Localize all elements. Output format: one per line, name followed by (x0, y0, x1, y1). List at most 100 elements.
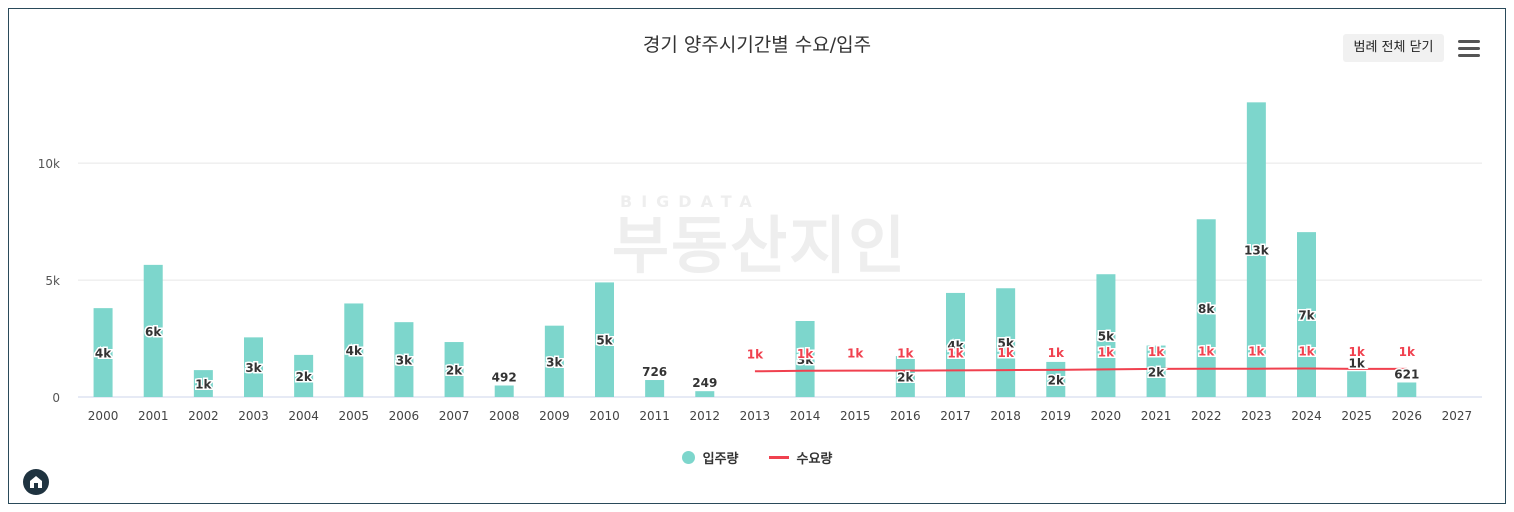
x-tick-label: 2014 (790, 409, 821, 423)
line-data-label: 1k (747, 347, 764, 361)
line-data-label: 1k (1148, 345, 1165, 359)
x-tick-label: 2000 (88, 409, 119, 423)
bar-data-label: 13k (1244, 244, 1270, 258)
line-data-label: 1k (1248, 345, 1265, 359)
bar (595, 282, 614, 397)
x-tick-label: 2010 (589, 409, 620, 423)
line-data-label: 1k (1348, 345, 1365, 359)
bar (394, 322, 414, 397)
bar (193, 370, 213, 397)
x-tick-label: 2008 (489, 409, 520, 423)
bar-data-label: 3k (546, 355, 563, 369)
bar-data-label: 5k (596, 334, 613, 348)
line-data-label: 1k (947, 346, 964, 360)
x-tick-label: 2007 (439, 409, 470, 423)
y-tick-label: 5k (45, 274, 60, 288)
x-tick-label: 2024 (1291, 409, 1322, 423)
bar (1297, 232, 1316, 397)
bar (695, 391, 715, 397)
legend-toggle-button[interactable]: 범례 전체 닫기 (1343, 34, 1444, 62)
x-tick-label: 2016 (890, 409, 921, 423)
legend-label-demand: 수요량 (796, 452, 833, 467)
bar-data-label: 1k (1348, 356, 1365, 370)
home-logo-icon[interactable] (23, 469, 49, 495)
bar (444, 342, 464, 397)
legend-item-supply[interactable]: 입주량 (681, 448, 739, 467)
bar (93, 308, 113, 397)
bar-data-label: 249 (692, 376, 717, 390)
bar-data-label: 4k (947, 339, 964, 353)
line-data-label: 1k (997, 346, 1014, 360)
line-data-label: 1k (1098, 345, 1115, 359)
x-tick-label: 2005 (339, 409, 370, 423)
chart-legend: 입주량 수요량 (0, 448, 1514, 467)
line-data-label: 1k (1048, 346, 1065, 360)
line-data-label: 1k (847, 347, 864, 361)
line-data-label: 1k (1298, 344, 1315, 358)
legend-label-supply: 입주량 (702, 452, 739, 467)
bar (1246, 102, 1266, 397)
x-tick-label: 2019 (1041, 409, 1072, 423)
bar-data-label: 726 (642, 365, 667, 379)
x-tick-label: 2017 (940, 409, 971, 423)
bar (1397, 382, 1417, 397)
x-tick-label: 2018 (990, 409, 1021, 423)
x-tick-label: 2002 (188, 409, 219, 423)
bar-data-label: 2k (295, 370, 312, 384)
x-tick-label: 2009 (539, 409, 570, 423)
demand-line (754, 367, 1407, 373)
bar-data-label: 5k (997, 337, 1014, 351)
bar-data-label: 7k (1298, 309, 1315, 323)
bar (1146, 345, 1166, 397)
bar-data-label: 4k (346, 344, 363, 358)
bar-data-label: 2k (897, 371, 914, 385)
x-tick-label: 2023 (1241, 409, 1272, 423)
bar (1347, 371, 1367, 397)
line-data-label: 1k (1399, 345, 1416, 359)
bar-data-label: 5k (1098, 330, 1115, 344)
x-tick-label: 2026 (1392, 409, 1423, 423)
bar (344, 303, 364, 397)
bar-data-label: 2k (446, 364, 463, 378)
hamburger-menu-icon[interactable] (1458, 40, 1480, 58)
bar-data-label: 3k (797, 353, 814, 367)
bar (143, 264, 163, 397)
line-data-label: 1k (797, 347, 814, 361)
x-tick-label: 2011 (639, 409, 670, 423)
x-tick-label: 2025 (1341, 409, 1372, 423)
bar-data-label: 4k (95, 347, 112, 361)
x-tick-label: 2006 (389, 409, 420, 423)
bar-data-label: 2k (1148, 365, 1165, 379)
bar-data-label: 1k (195, 378, 212, 392)
x-tick-label: 2004 (288, 409, 319, 423)
bar-data-label: 621 (1394, 367, 1419, 381)
bar-data-label: 8k (1198, 302, 1215, 316)
bar-data-label: 6k (145, 325, 162, 339)
x-tick-label: 2027 (1442, 409, 1473, 423)
x-tick-label: 2021 (1141, 409, 1172, 423)
legend-dot-icon (681, 451, 695, 464)
bar-data-label: 492 (492, 370, 517, 384)
bar-data-label: 2k (1048, 373, 1065, 387)
bar (645, 380, 665, 397)
bar-data-label: 3k (396, 354, 413, 368)
bar (795, 320, 815, 397)
bar-data-label: 3k (245, 361, 262, 375)
y-tick-label: 0 (52, 391, 60, 405)
bar (244, 337, 263, 397)
legend-item-demand[interactable]: 수요량 (768, 448, 833, 467)
chart-title: 경기 양주시기간별 수요/입주 (642, 34, 872, 56)
line-data-label: 1k (1198, 345, 1215, 359)
bar (1196, 219, 1216, 397)
x-tick-label: 2001 (138, 409, 169, 423)
line-data-label: 1k (897, 347, 914, 361)
x-tick-label: 2003 (238, 409, 269, 423)
legend-line-icon (768, 456, 789, 459)
y-tick-label: 10k (38, 157, 60, 171)
x-tick-label: 2020 (1091, 409, 1122, 423)
x-tick-label: 2012 (690, 409, 721, 423)
x-tick-label: 2013 (740, 409, 771, 423)
x-tick-label: 2015 (840, 409, 871, 423)
bar (544, 325, 564, 397)
